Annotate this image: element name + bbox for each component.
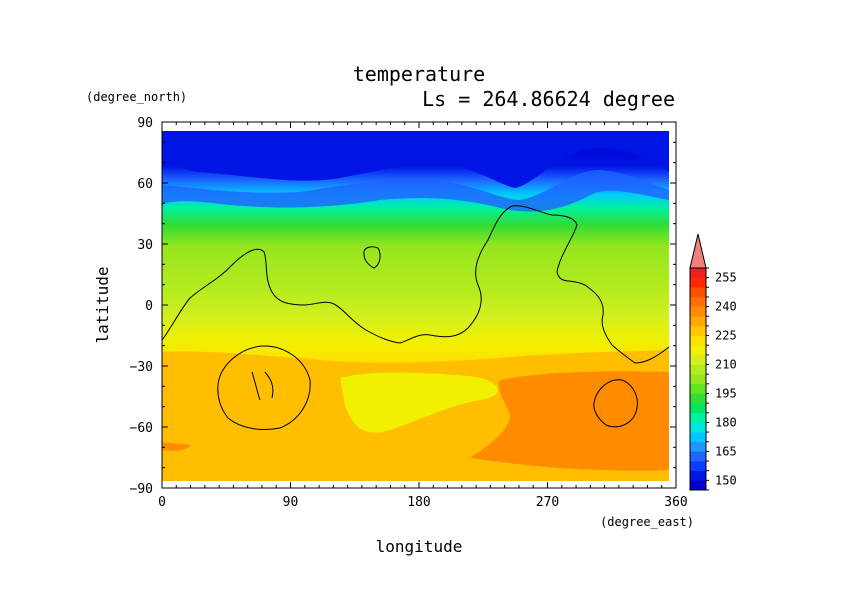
y-tick-label: −30 xyxy=(130,360,153,375)
colorbar-label: 150 xyxy=(715,473,737,487)
hellas-inner-mark xyxy=(251,371,274,401)
y-tick-label: 90 xyxy=(137,116,153,131)
temperature-field xyxy=(162,131,669,481)
colorbar-label: 210 xyxy=(715,358,737,372)
x-tick-label: 0 xyxy=(158,495,166,510)
chart-subtitle: Ls = 264.86624 degree xyxy=(422,87,675,111)
colorbar-swatch xyxy=(690,325,706,336)
colorbar-labels: 150 165 180 195 210 225 240 255 xyxy=(715,271,737,488)
western-hot-strip xyxy=(162,442,190,451)
colorbar-swatch xyxy=(690,412,706,423)
x-tick-label: 90 xyxy=(283,495,299,510)
x-tick-label: 270 xyxy=(536,495,559,510)
colorbar-swatch xyxy=(690,480,706,491)
y-tick-label: −90 xyxy=(130,482,153,497)
colorbar-swatch xyxy=(690,393,706,404)
colorbar-swatch xyxy=(690,441,706,452)
mid-latitude-yellow-region xyxy=(340,372,499,433)
colorbar-swatch xyxy=(690,432,706,443)
colorbar-label: 240 xyxy=(715,300,737,314)
polar-cap-region xyxy=(162,131,669,188)
colorbar-label: 225 xyxy=(715,329,737,343)
colorbar-swatch xyxy=(690,316,706,327)
cold-wave-region xyxy=(162,170,669,212)
colorbar-swatch xyxy=(690,335,706,346)
tharsis-small-ring xyxy=(363,246,381,269)
x-tick-labels: 0 90 180 270 360 xyxy=(158,495,688,510)
colorbar-swatch xyxy=(690,461,706,471)
x-tick-label: 180 xyxy=(407,495,430,510)
colorbar xyxy=(689,233,709,491)
colorbar-swatch xyxy=(690,287,706,298)
colorbar-swatch xyxy=(690,470,706,481)
colorbar-swatch xyxy=(690,354,706,365)
colorbar-swatch xyxy=(690,345,706,356)
colorbar-label: 180 xyxy=(715,415,737,429)
colorbar-swatch xyxy=(690,364,706,375)
y-tick-label: 0 xyxy=(145,299,153,314)
argyre-basin-outline xyxy=(593,379,638,428)
topography-contour xyxy=(162,205,669,431)
y-tick-label: 30 xyxy=(137,238,153,253)
y-tick-labels: 90 60 30 0 −30 −60 −90 xyxy=(130,116,153,497)
southern-hot-region xyxy=(470,371,669,471)
colorbar-extend-arrow xyxy=(689,233,707,269)
y-axis-label: latitude xyxy=(93,266,112,343)
colorbar-frame xyxy=(689,267,707,491)
hellas-basin-outline xyxy=(217,345,311,431)
colorbar-label: 255 xyxy=(715,271,737,285)
y-unit-label: (degree_north) xyxy=(86,90,187,104)
y-tick-label: 60 xyxy=(137,177,153,192)
colorbar-label: 195 xyxy=(715,386,737,400)
colorbar-label: 165 xyxy=(715,444,737,458)
colorbar-swatch xyxy=(690,268,706,278)
x-axis-label: longitude xyxy=(376,537,463,556)
y-tick-label: −60 xyxy=(130,421,153,436)
continent-outline xyxy=(162,205,669,364)
colorbar-swatch xyxy=(690,451,706,462)
x-unit-label: (degree_east) xyxy=(600,515,694,529)
axis-ticks xyxy=(161,121,677,489)
colorbar-swatch xyxy=(690,374,706,385)
colorbar-swatch xyxy=(690,403,706,414)
colorbar-swatch xyxy=(690,422,706,433)
colorbar-swatch xyxy=(690,383,706,394)
colorbar-swatch xyxy=(690,306,706,317)
x-tick-label: 360 xyxy=(664,495,687,510)
chart-title: temperature xyxy=(353,62,485,86)
colorbar-swatch xyxy=(690,296,706,307)
colorbar-swatch xyxy=(690,277,706,288)
